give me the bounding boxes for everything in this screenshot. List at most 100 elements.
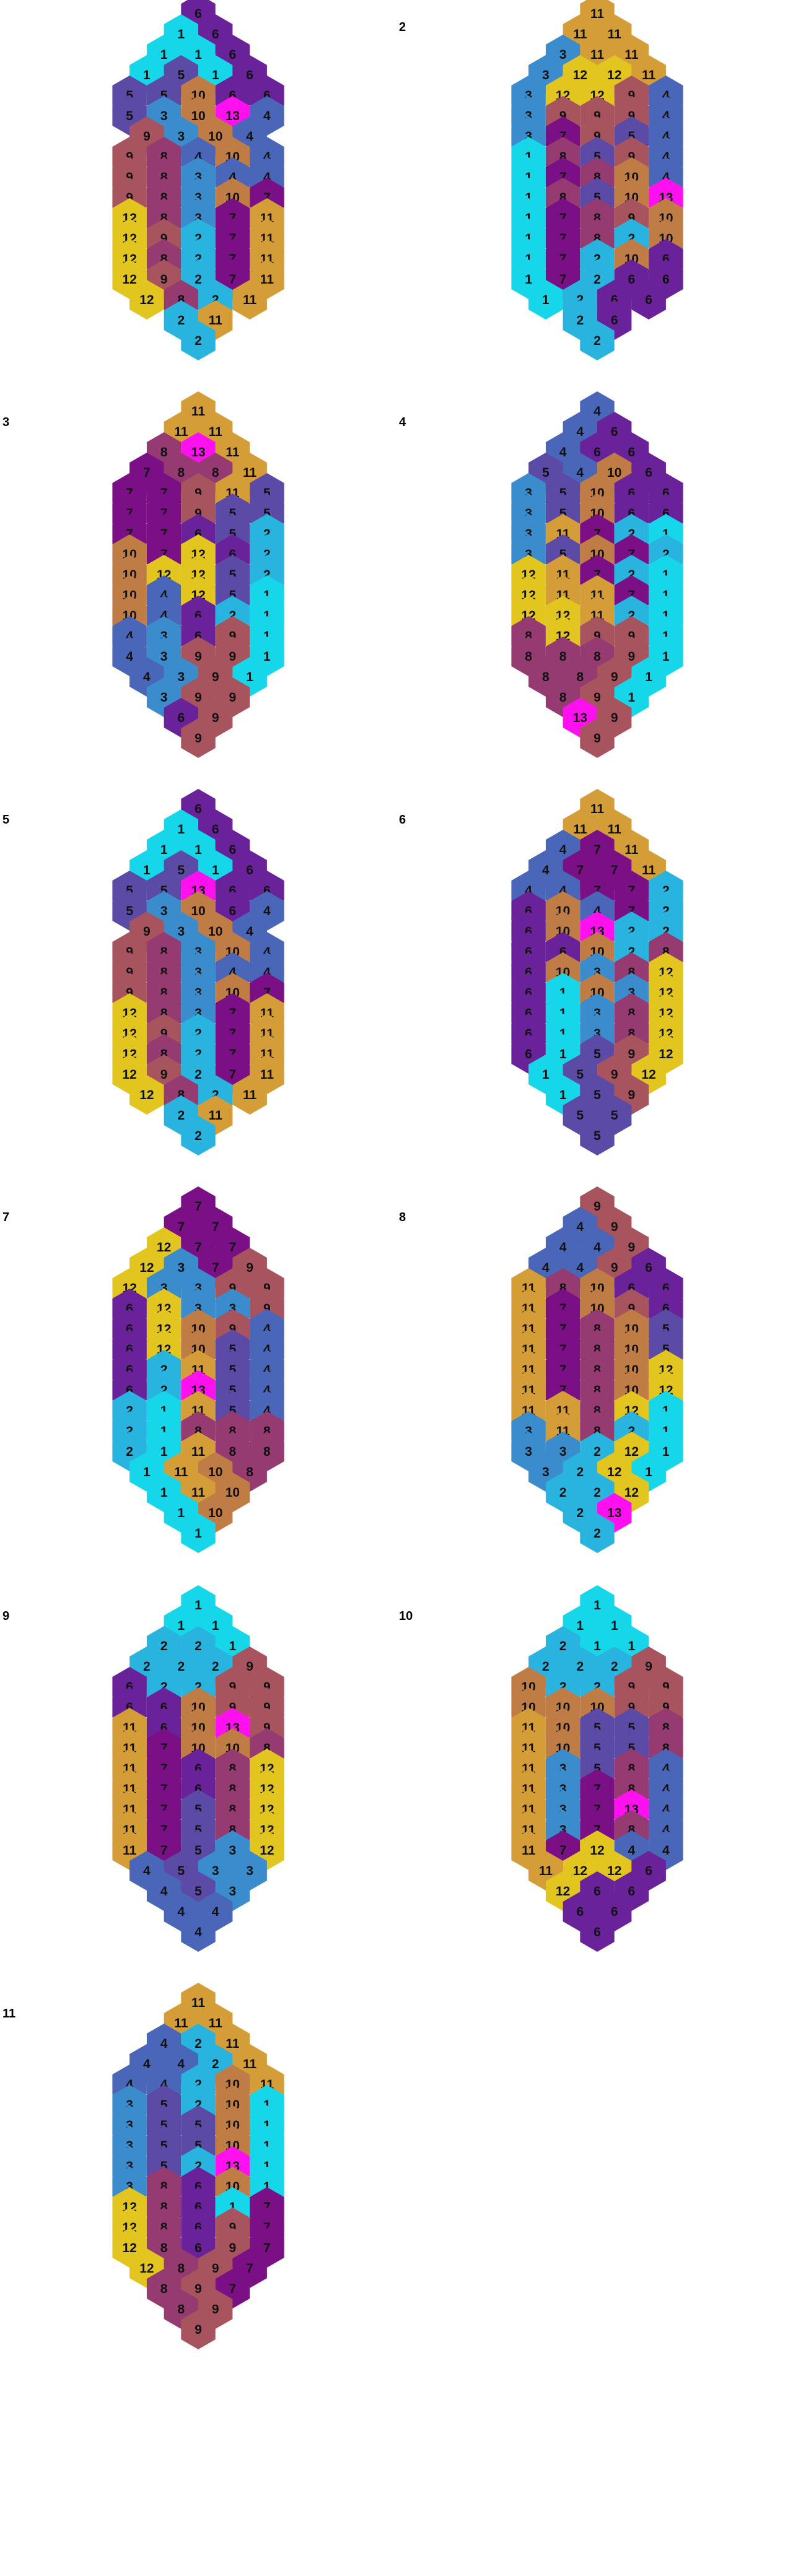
hex-number: 3	[229, 1302, 237, 1316]
hex-number: 8	[559, 650, 567, 664]
hex-number: 9	[263, 1302, 271, 1316]
hex-number: 2	[662, 925, 670, 939]
hex-number: 2	[160, 1383, 168, 1398]
hex-number: 2	[559, 1639, 567, 1653]
hex-number: 4	[594, 1240, 601, 1255]
hex-number: 6	[525, 945, 532, 959]
hex-number: 9	[126, 986, 133, 1000]
hex-number: 3	[195, 191, 202, 205]
hex-number: 5	[195, 1884, 202, 1899]
hex-number: 12	[573, 68, 587, 82]
hex-number: 9	[559, 109, 567, 123]
hex-number: 12	[122, 2241, 136, 2255]
hex-number: 1	[143, 1465, 151, 1479]
hex-number: 9	[594, 690, 601, 705]
panel-label: 2	[399, 20, 406, 34]
hex-number: 6	[212, 822, 219, 837]
hex-number: 3	[160, 690, 168, 705]
hex-number: 11	[174, 1465, 188, 1479]
panel-label: 7	[2, 1211, 9, 1224]
hex-number: 10	[208, 129, 222, 144]
hex-number: 7	[559, 1383, 567, 1398]
hex-number: 12	[139, 293, 154, 307]
hex-number: 4	[143, 1864, 151, 1878]
hex-number: 2	[662, 904, 670, 918]
hex-number: 7	[143, 466, 151, 480]
hex-number: 1	[143, 863, 151, 877]
hex-number: 2	[195, 1027, 202, 1041]
hex-number: 11	[573, 27, 587, 41]
hex-cell	[580, 718, 615, 758]
hex-number: 3	[594, 1006, 601, 1020]
hex-number: 3	[229, 1843, 237, 1858]
hex-number: 1	[212, 68, 219, 82]
hex-number: 5	[177, 863, 185, 877]
hex-number: 11	[539, 1864, 553, 1878]
hex-number: 10	[208, 1465, 222, 1479]
hex-number: 5	[177, 1864, 185, 1878]
hex-number: 5	[126, 904, 133, 918]
hex-number: 2	[559, 1486, 567, 1500]
hex-number: 1	[195, 843, 202, 857]
hex-number: 6	[594, 1925, 601, 1939]
hex-number: 3	[229, 1884, 237, 1899]
hex-number: 9	[212, 2302, 219, 2317]
hex-number: 7	[559, 1302, 567, 1316]
hex-number: 3	[594, 965, 601, 980]
hex-number: 9	[229, 1700, 237, 1715]
hex-number: 7	[229, 1006, 237, 1020]
hex-number: 3	[628, 986, 636, 1000]
hex-number: 7	[160, 1741, 168, 1756]
hex-number: 3	[160, 109, 168, 123]
hex-number: 9	[628, 650, 636, 664]
hex-number: 12	[607, 68, 621, 82]
hex-number: 2	[195, 2098, 202, 2112]
hex-number: 2	[195, 2078, 202, 2092]
hex-number: 3	[525, 89, 532, 103]
hex-number: 7	[559, 1363, 567, 1377]
hex-number: 11	[260, 272, 274, 287]
hex-number: 3	[126, 2098, 133, 2112]
hex-number: 9	[628, 1047, 636, 1061]
hex-number: 10	[208, 1506, 222, 1520]
hex-number: 6	[126, 1700, 133, 1715]
hex-number: 9	[628, 1700, 636, 1715]
hex-number: 9	[662, 1700, 670, 1715]
hex-number: 11	[174, 2016, 188, 2030]
hex-number: 11	[226, 2037, 240, 2051]
hex-number: 6	[628, 507, 636, 521]
hex-number: 6	[229, 48, 237, 62]
hex-number: 8	[177, 2302, 185, 2317]
hex-number: 2	[195, 232, 202, 246]
hex-number: 6	[662, 1281, 670, 1295]
hex-number: 3	[160, 1281, 168, 1295]
hex-number: 2	[195, 252, 202, 266]
hex-number: 9	[628, 211, 636, 225]
hex-number: 7	[126, 486, 133, 500]
hex-number: 3	[126, 2180, 133, 2194]
hex-number: 4	[177, 1905, 185, 1919]
hex-number: 2	[212, 1660, 219, 1674]
hex-number: 9	[628, 1088, 636, 1102]
hex-number: 3	[542, 1465, 550, 1479]
hex-cell	[631, 280, 666, 320]
hex-number: 3	[160, 904, 168, 918]
hex-cell	[232, 280, 267, 320]
hex-number: 11	[642, 68, 656, 82]
hex-number: 2	[160, 1639, 168, 1653]
hex-number: 3	[212, 1864, 219, 1878]
hex-number: 7	[611, 863, 618, 877]
hex-number: 7	[263, 986, 271, 1000]
hex-number: 1	[143, 68, 151, 82]
panel-label: 6	[399, 813, 406, 827]
hex-number: 8	[594, 650, 601, 664]
hex-number: 13	[226, 109, 240, 123]
hex-number: 9	[594, 629, 601, 643]
hex-number: 9	[212, 711, 219, 725]
hex-number: 6	[611, 425, 618, 439]
hex-number: 13	[607, 1506, 621, 1520]
hex-number: 5	[542, 466, 550, 480]
hex-number: 9	[229, 629, 237, 643]
hex-number: 2	[576, 313, 584, 328]
